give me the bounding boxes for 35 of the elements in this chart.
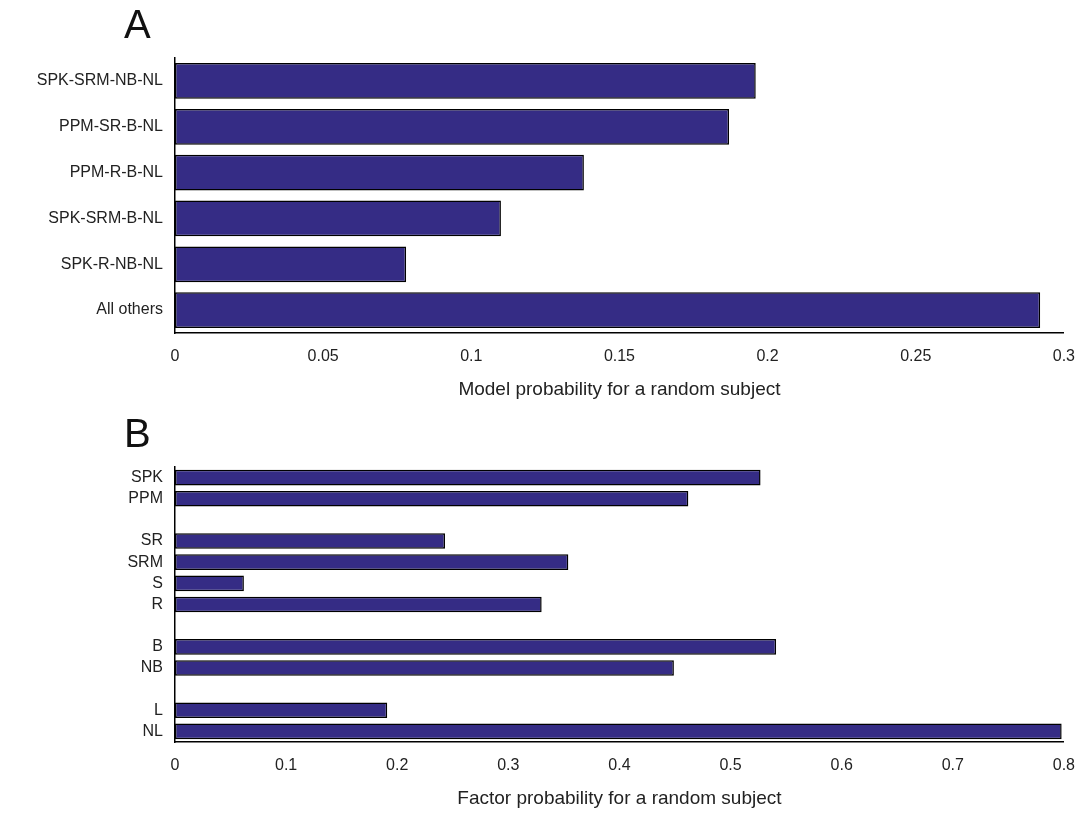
x-tick-label: 0.05 xyxy=(307,347,339,365)
y-tick-label: All others xyxy=(96,300,163,318)
x-tick-label: 0.1 xyxy=(460,347,483,365)
x-tick-label: 0.15 xyxy=(603,347,636,365)
y-tick-label: SPK-SRM-B-NL xyxy=(48,208,164,226)
y-tick-label: PPM xyxy=(128,489,163,507)
y-tick-label: SPK xyxy=(130,467,164,485)
chart-title: A xyxy=(124,1,151,48)
x-tick-label: 0.3 xyxy=(1052,347,1076,365)
x-tick-label: 0 xyxy=(170,347,180,365)
y-tick-label: SR xyxy=(140,531,163,549)
x-axis-title: Model probability for a random subject xyxy=(458,377,782,399)
x-tick-label: 0.2 xyxy=(756,347,779,365)
y-tick-label: NB xyxy=(140,658,163,676)
y-tick-label: PPM-SR-B-NL xyxy=(58,117,164,135)
x-tick-label: 0.5 xyxy=(719,756,742,774)
y-tick-label: B xyxy=(152,637,163,655)
x-tick-label: 0 xyxy=(170,756,180,774)
x-tick-label: 0.8 xyxy=(1052,756,1076,774)
y-tick-label: SRM xyxy=(127,552,163,570)
y-tick-label: R xyxy=(151,594,163,612)
x-tick-label: 0.3 xyxy=(497,756,520,774)
y-tick-label: SPK-R-NB-NL xyxy=(60,254,164,272)
y-tick-label: SPK-SRM-NB-NL xyxy=(36,71,164,89)
x-tick-label: 0.1 xyxy=(274,756,298,774)
x-tick-label: 0.25 xyxy=(900,347,932,365)
x-tick-label: 0.2 xyxy=(386,756,409,774)
y-tick-label: NL xyxy=(142,721,164,739)
y-tick-label: L xyxy=(154,700,164,718)
x-tick-label: 0.4 xyxy=(608,756,631,774)
x-axis-title: Factor probability for a random subject xyxy=(457,786,783,808)
x-tick-label: 0.6 xyxy=(830,756,853,774)
y-tick-label: PPM-R-B-NL xyxy=(69,162,164,180)
x-tick-label: 0.7 xyxy=(941,756,964,774)
y-tick-label: S xyxy=(152,573,163,591)
